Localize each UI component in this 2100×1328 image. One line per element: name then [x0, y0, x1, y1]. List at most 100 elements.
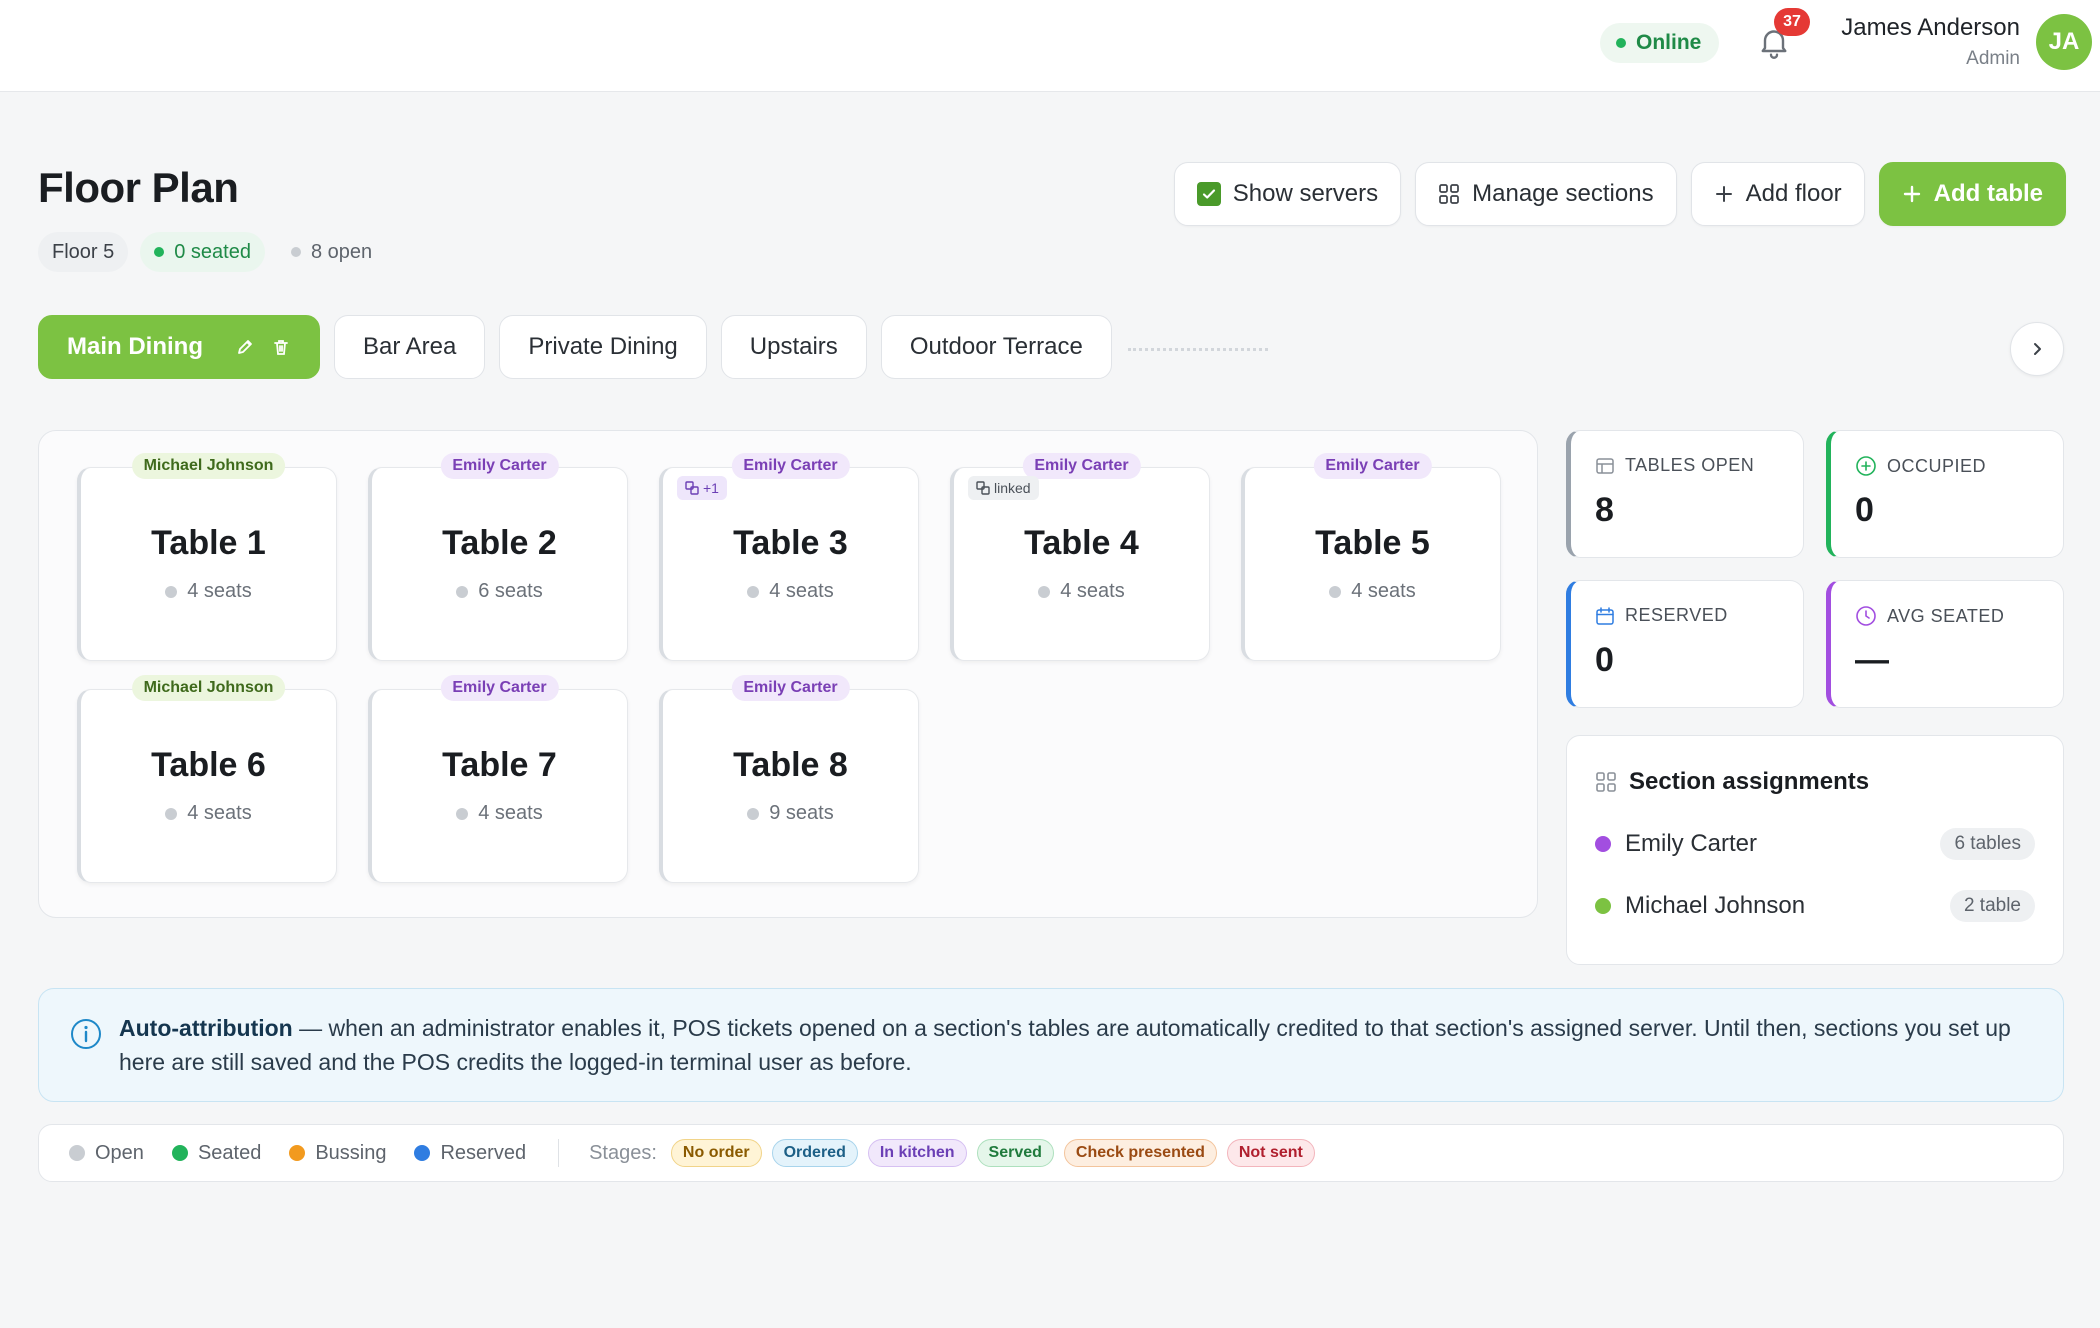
- section-assignments-title: Section assignments: [1629, 768, 1870, 795]
- status-dot-icon: [456, 807, 469, 820]
- table-seats: 6 seats: [372, 580, 627, 603]
- linked-tables-badge: linked: [968, 476, 1039, 500]
- table-count-badge: 6 tables: [1940, 828, 2035, 860]
- chevron-right-icon: [2034, 343, 2041, 355]
- table-seats: 4 seats: [954, 580, 1209, 603]
- table-card[interactable]: Emily Carter linked Table 4 4 seats: [950, 453, 1210, 661]
- server-tag: Emily Carter: [731, 453, 850, 479]
- tab-outdoor-terrace[interactable]: Outdoor Terrace: [880, 315, 1112, 379]
- section-assignments-panel: Section assignments Emily Carter 6 table…: [1566, 735, 2064, 965]
- table-name: Table 4: [1024, 524, 1139, 562]
- seats-label: 4 seats: [187, 802, 252, 824]
- tabs-overflow-divider: [1128, 348, 1268, 351]
- seats-label: 4 seats: [1060, 580, 1125, 602]
- add-table-label: Add table: [1933, 180, 2043, 207]
- table-count-badge: 2 table: [1949, 890, 2035, 922]
- trash-icon[interactable]: [271, 337, 291, 357]
- table-card[interactable]: Emily Carter Table 8 9 seats: [659, 675, 919, 883]
- stage-not-sent: Not sent: [1226, 1139, 1315, 1167]
- legend-label: Bussing: [315, 1141, 387, 1164]
- auto-attribution-banner: Auto-attribution — when an administrator…: [38, 988, 2064, 1102]
- plus-icon: [1715, 186, 1732, 202]
- bell-icon[interactable]: [1756, 22, 1792, 62]
- table-name: Table 3: [733, 524, 848, 562]
- tab-bar-area[interactable]: Bar Area: [333, 315, 486, 379]
- table-card[interactable]: Emily Carter Table 2 6 seats: [368, 453, 628, 661]
- section-tabs: Main Dining Bar Area Private Dining Upst…: [38, 315, 1112, 379]
- seated-chip: 0 seated: [140, 232, 265, 272]
- grid-icon: [1596, 772, 1616, 792]
- checkbox-checked-icon[interactable]: [1196, 182, 1221, 206]
- tab-main-dining[interactable]: Main Dining: [38, 315, 320, 379]
- tab-upstairs[interactable]: Upstairs: [720, 315, 867, 379]
- tabs-scroll-next-button[interactable]: [2010, 322, 2064, 376]
- server-tag: Emily Carter: [1022, 453, 1141, 479]
- online-dot-icon: [1616, 38, 1626, 48]
- table-name: Table 5: [1315, 524, 1430, 562]
- table-card[interactable]: Emily Carter Table 7 4 seats: [368, 675, 628, 883]
- user-role: Admin: [1966, 48, 2020, 69]
- link-icon: [685, 481, 699, 495]
- server-name: Emily Carter: [1625, 830, 1758, 857]
- legend-dot-icon: [69, 1145, 85, 1161]
- stat-avg-seated: AVG SEATED —: [1826, 580, 2064, 708]
- table-name: Table 6: [151, 746, 266, 784]
- stat-label: RESERVED: [1625, 605, 1728, 625]
- table-seats: 4 seats: [372, 802, 627, 825]
- notification-count-badge: 37: [1774, 8, 1810, 36]
- banner-text: Auto-attribution — when an administrator…: [119, 1011, 2033, 1079]
- plus-circle-icon: [1856, 456, 1876, 476]
- stat-value: 0: [1595, 641, 1614, 679]
- server-name: Michael Johnson: [1625, 892, 1806, 919]
- tab-private-dining[interactable]: Private Dining: [499, 315, 707, 379]
- banner-body: — when an administrator enables it, POS …: [119, 1015, 2011, 1075]
- seats-label: 4 seats: [478, 802, 543, 824]
- status-dot-icon: [165, 585, 178, 598]
- server-tag: Emily Carter: [440, 675, 559, 701]
- grid-icon: [1439, 184, 1459, 204]
- avatar[interactable]: JA: [2036, 14, 2092, 70]
- table-card[interactable]: Michael Johnson Table 6 4 seats: [77, 675, 337, 883]
- open-dot-icon: [290, 247, 301, 257]
- stat-label: TABLES OPEN: [1625, 455, 1755, 475]
- seats-label: 4 seats: [1351, 580, 1416, 602]
- table-icon: [1596, 457, 1614, 474]
- floor-chip: Floor 5: [38, 232, 129, 272]
- banner-bold: Auto-attribution: [119, 1015, 293, 1041]
- top-bar: Online 37 James Anderson Admin JA: [0, 0, 2100, 92]
- calendar-icon: [1596, 606, 1614, 625]
- manage-sections-label: Manage sections: [1472, 180, 1654, 207]
- add-floor-label: Add floor: [1745, 180, 1842, 207]
- table-name: Table 7: [442, 746, 557, 784]
- page-title: Floor Plan: [38, 164, 239, 211]
- legend-label: Seated: [197, 1141, 262, 1164]
- add-table-button[interactable]: Add table: [1878, 162, 2066, 226]
- linked-tables-badge: +1: [677, 476, 727, 500]
- status-legend: Open Seated Bussing Reserved Stages: No …: [38, 1124, 2064, 1182]
- stat-value: —: [1855, 641, 1889, 679]
- pencil-icon[interactable]: [235, 337, 255, 357]
- table-card[interactable]: Emily Carter Table 5 4 seats: [1241, 453, 1501, 661]
- table-name: Table 2: [442, 524, 557, 562]
- stat-value: 8: [1595, 491, 1614, 529]
- manage-sections-button[interactable]: Manage sections: [1415, 162, 1677, 226]
- stages-label: Stages:: [589, 1141, 657, 1164]
- stage-no-order: No order: [670, 1139, 762, 1167]
- online-status-badge[interactable]: Online: [1600, 23, 1720, 63]
- assignment-row[interactable]: Emily Carter 6 tables: [1595, 828, 2035, 860]
- show-servers-toggle[interactable]: Show servers: [1173, 162, 1402, 226]
- floor-canvas[interactable]: Michael Johnson Table 1 4 seats Emily Ca…: [38, 430, 1538, 918]
- assignment-row[interactable]: Michael Johnson 2 table: [1595, 890, 2035, 922]
- legend-item-bussing: Bussing: [289, 1142, 386, 1165]
- plus-icon: [1903, 185, 1920, 203]
- legend-label: Reserved: [440, 1141, 527, 1164]
- table-card[interactable]: Emily Carter +1 Table 3 4 seats: [659, 453, 919, 661]
- seats-label: 9 seats: [769, 802, 834, 824]
- stage-check-presented: Check presented: [1063, 1139, 1217, 1167]
- user-name: James Anderson: [1841, 14, 2020, 41]
- stage-served: Served: [976, 1139, 1054, 1167]
- add-floor-button[interactable]: Add floor: [1690, 162, 1865, 226]
- server-tag: Michael Johnson: [131, 675, 286, 701]
- status-dot-icon: [456, 585, 469, 598]
- table-card[interactable]: Michael Johnson Table 1 4 seats: [77, 453, 337, 661]
